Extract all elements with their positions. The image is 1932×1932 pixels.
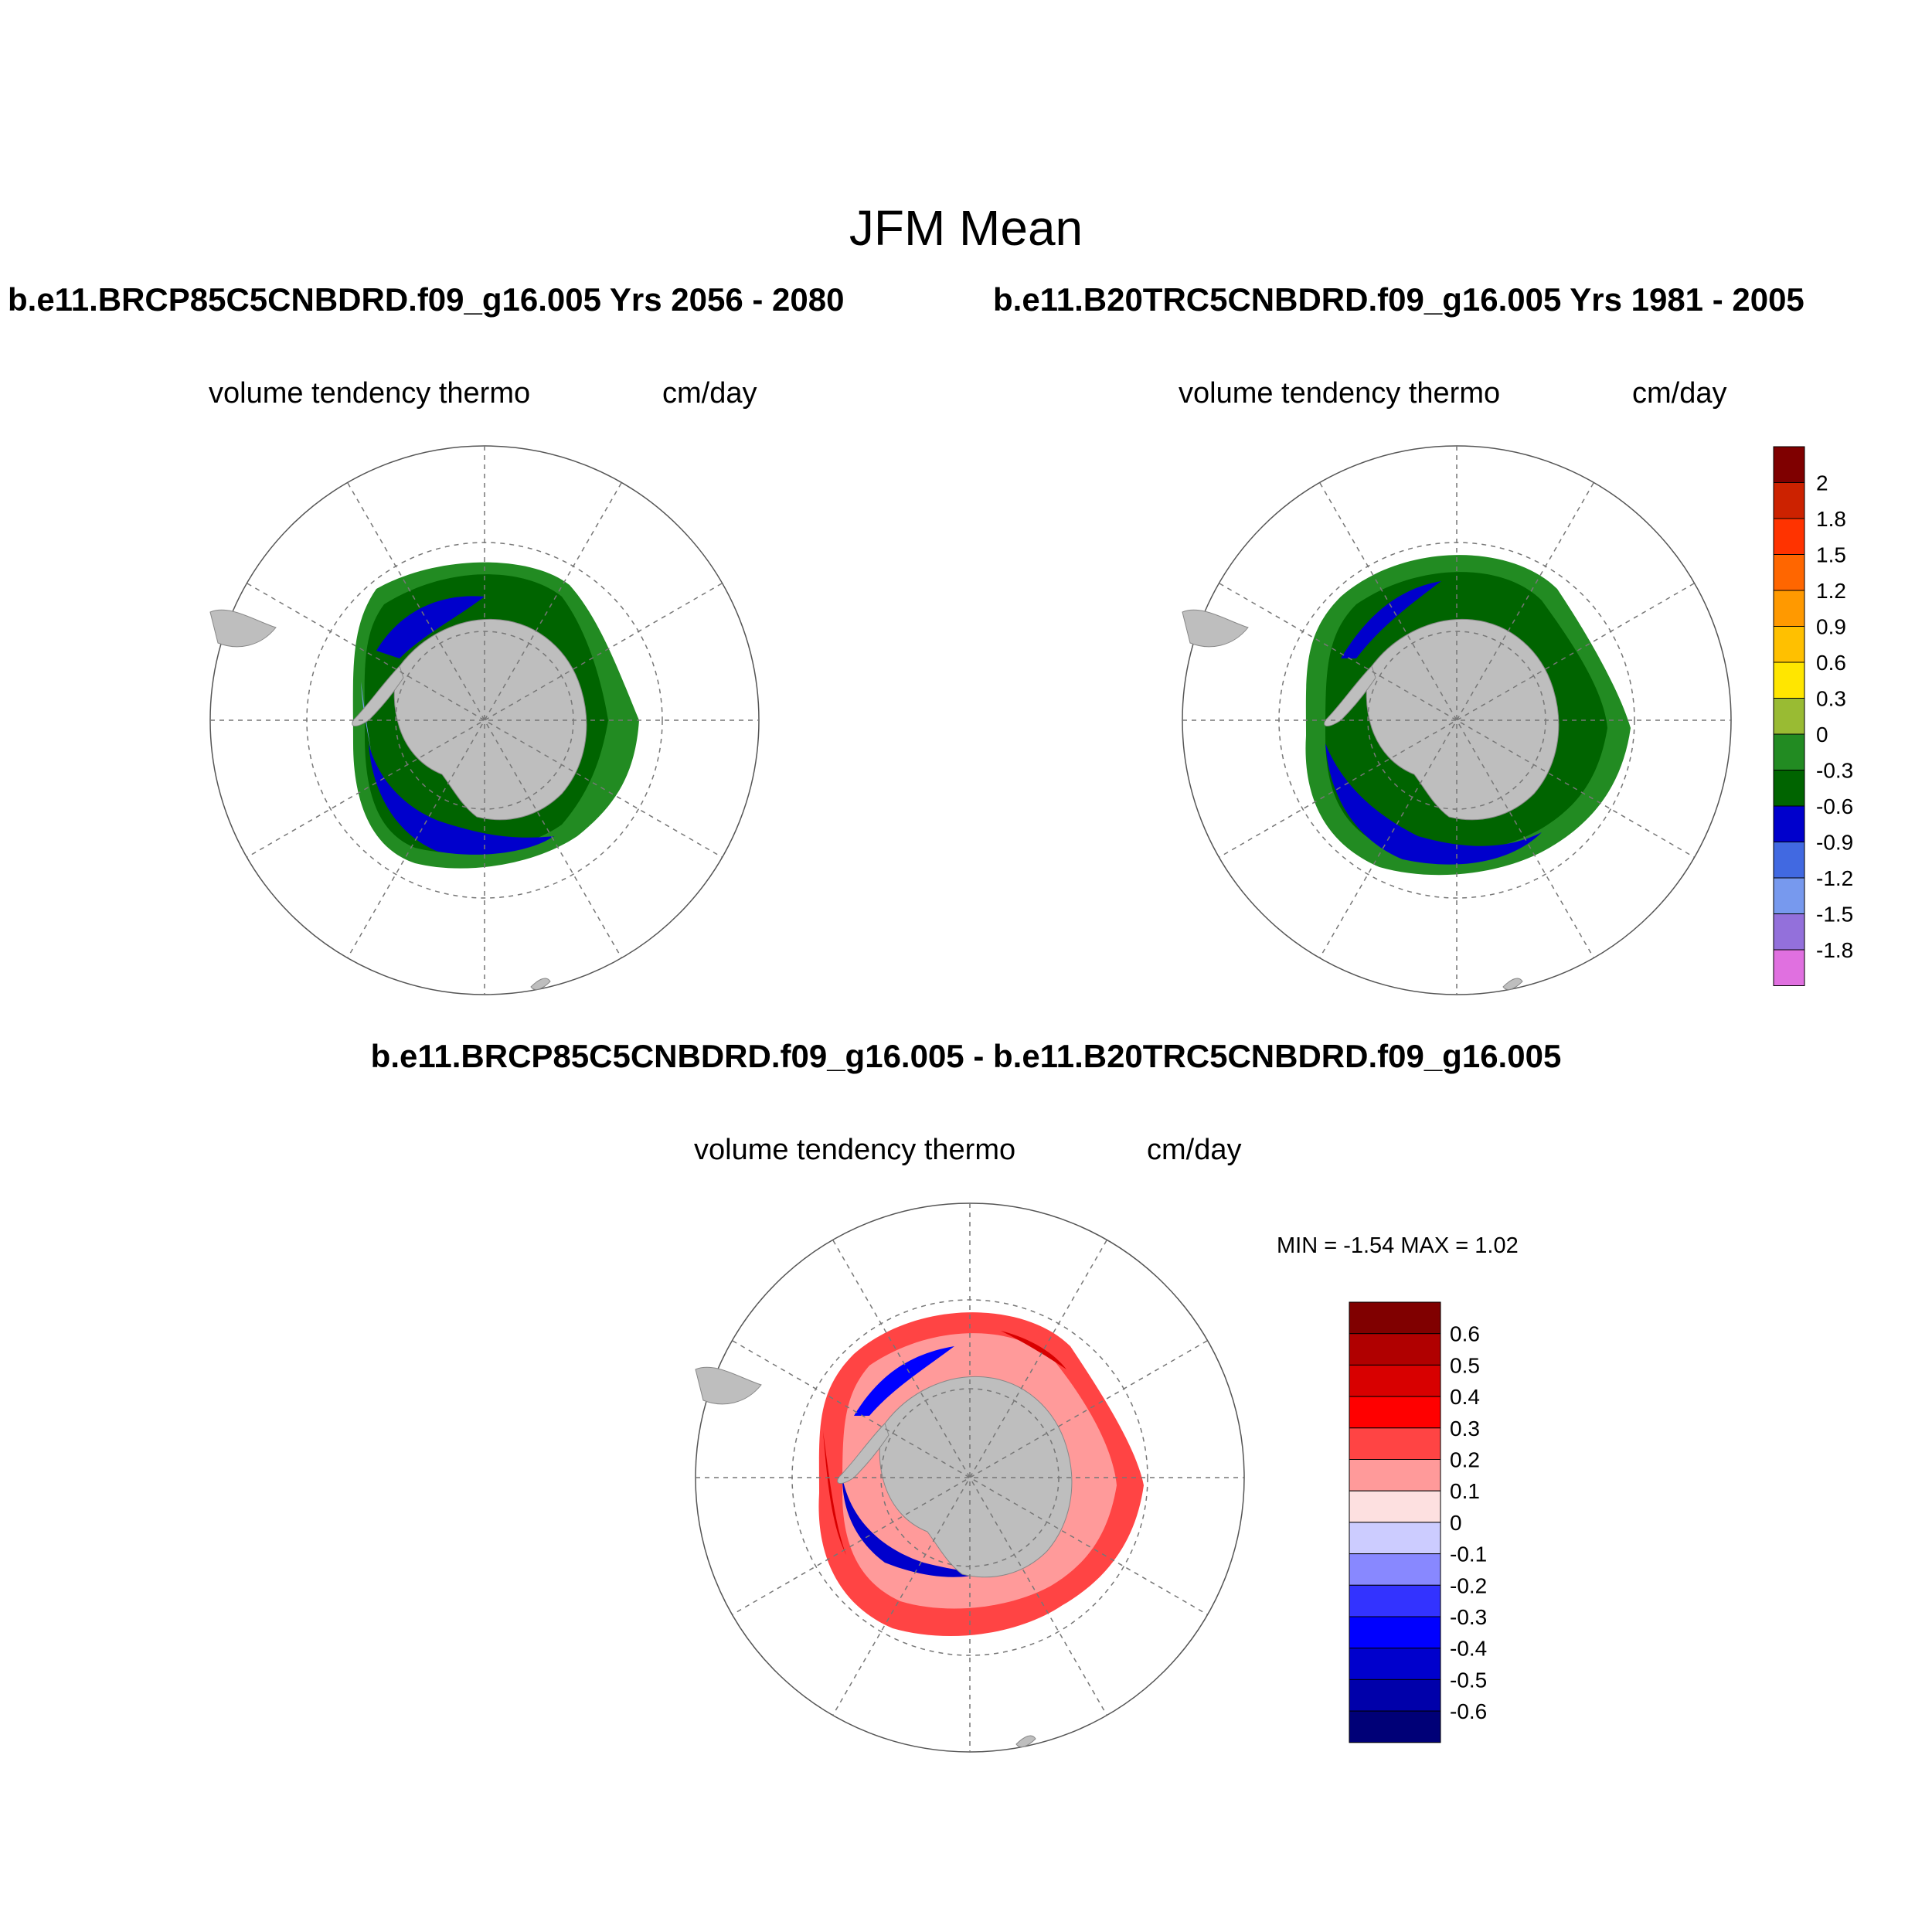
main-colorbar: 2 1.8 1.5 1.2 0.9 0.6 0.3 0 -0.3 -0.6 -0.9 -1.2 -1.5… — [1773, 446, 1853, 986]
case-left-title: b.e11.BRCP85C5CNBDRD.f09_g16.005 Yrs 205… — [8, 281, 845, 318]
diff-colorbar-swatch — [1349, 1301, 1441, 1335]
right-variable-label: volume tendency thermo — [1179, 377, 1501, 410]
diff-colorbar-swatch — [1349, 1364, 1441, 1397]
main-colorbar-tick-label: -0.6 — [1816, 794, 1853, 818]
diff-colorbar-tick-label: 0.5 — [1450, 1353, 1480, 1377]
diff-colorbar-tick-label: -0.1 — [1450, 1543, 1487, 1566]
diff-colorbar-swatch — [1349, 1553, 1441, 1586]
diff-polar-map — [695, 1202, 1245, 1753]
diff-colorbar-tick-label: 0.3 — [1450, 1417, 1480, 1440]
right-new-zealand — [1502, 978, 1523, 990]
diff-colorbar-swatch — [1349, 1333, 1441, 1366]
main-colorbar-tick-label: 2 — [1816, 471, 1828, 495]
main-colorbar-tick-label: 1.8 — [1816, 507, 1846, 531]
right-field-blue-south — [1325, 743, 1542, 865]
diff-colorbar-tick-label: 0.6 — [1450, 1322, 1480, 1346]
diff-min-max-stats: MIN = -1.54 MAX = 1.02 — [1277, 1233, 1519, 1258]
diff-colorbar-swatch — [1349, 1459, 1441, 1492]
main-colorbar-tick-label: 0 — [1816, 723, 1828, 747]
main-colorbar-tick-label: -1.5 — [1816, 903, 1853, 927]
left-variable-label: volume tendency thermo — [209, 377, 531, 410]
diff-variable-label: volume tendency thermo — [694, 1134, 1016, 1166]
diff-colorbar-tick-label: -0.6 — [1450, 1699, 1487, 1723]
diff-new-zealand — [1015, 1735, 1036, 1747]
right-polar-map — [1182, 445, 1732, 995]
left-peninsula — [352, 665, 404, 726]
case-right-title: b.e11.B20TRC5CNBDRD.f09_g16.005 Yrs 1981… — [993, 281, 1804, 318]
right-antarctica-land — [1366, 618, 1560, 821]
main-colorbar-tick-label: -1.8 — [1816, 938, 1853, 962]
figure-title: JFM Mean — [849, 200, 1083, 256]
diff-colorbar-tick-label: -0.4 — [1450, 1637, 1487, 1661]
main-colorbar-tick-label: 1.5 — [1816, 543, 1846, 567]
diff-colorbar-swatch — [1349, 1584, 1441, 1617]
diff-antarctica-land — [879, 1376, 1073, 1578]
diff-colorbar-tick-label: 0 — [1450, 1511, 1462, 1535]
main-colorbar-swatch — [1773, 518, 1805, 555]
diff-field-blue-west — [842, 1478, 993, 1577]
case-diff-title: b.e11.BRCP85C5CNBDRD.f09_g16.005 - b.e11… — [370, 1038, 1562, 1074]
main-colorbar-swatch — [1773, 446, 1805, 483]
main-colorbar-swatch — [1773, 733, 1805, 770]
main-colorbar-tick-label: 0.6 — [1816, 651, 1846, 675]
main-colorbar-tick-label: 0.3 — [1816, 687, 1846, 711]
main-colorbar-swatch — [1773, 805, 1805, 842]
main-colorbar-tick-label: -1.2 — [1816, 866, 1853, 890]
left-field-blue-north — [376, 596, 485, 658]
left-polar-map — [209, 445, 760, 995]
main-colorbar-tick-label: 1.2 — [1816, 579, 1846, 603]
diff-colorbar-swatch — [1349, 1490, 1441, 1523]
main-colorbar-swatch — [1773, 877, 1805, 914]
main-colorbar-swatch — [1773, 698, 1805, 735]
diff-colorbar-swatch — [1349, 1679, 1441, 1712]
diff-colorbar-tick-label: 0.4 — [1450, 1385, 1480, 1409]
diff-colorbar-tick-label: -0.5 — [1450, 1668, 1487, 1692]
diff-colorbar-tick-label: 0.2 — [1450, 1448, 1480, 1472]
right-field-blue-north — [1341, 581, 1441, 658]
diff-colorbar-tick-label: 0.1 — [1450, 1479, 1480, 1503]
main-colorbar-swatch — [1773, 554, 1805, 591]
diff-units-label: cm/day — [1147, 1134, 1242, 1166]
diff-colorbar-swatch — [1349, 1522, 1441, 1555]
right-south-america — [1182, 609, 1249, 648]
diff-south-america — [695, 1366, 762, 1405]
left-units-label: cm/day — [662, 377, 757, 410]
left-new-zealand — [530, 978, 551, 990]
main-colorbar-swatch — [1773, 770, 1805, 807]
diff-colorbar: 0.6 0.5 0.4 0.3 0.2 0.1 0 -0.1 -0.2 -0.3 -0.4 -0.5 -… — [1349, 1301, 1487, 1743]
diff-peninsula — [837, 1423, 889, 1484]
diff-colorbar-swatch — [1349, 1710, 1441, 1743]
right-units-label: cm/day — [1632, 377, 1727, 410]
main-colorbar-tick-label: -0.9 — [1816, 831, 1853, 855]
diff-colorbar-tick-label: -0.2 — [1450, 1573, 1487, 1597]
main-colorbar-swatch — [1773, 949, 1805, 986]
diff-colorbar-swatch — [1349, 1648, 1441, 1680]
main-colorbar-swatch — [1773, 590, 1805, 627]
main-colorbar-tick-label: -0.3 — [1816, 759, 1853, 783]
right-peninsula — [1324, 665, 1376, 726]
main-colorbar-swatch — [1773, 842, 1805, 879]
main-colorbar-swatch — [1773, 626, 1805, 663]
diff-colorbar-swatch — [1349, 1616, 1441, 1649]
left-antarctica-land — [393, 618, 587, 821]
diff-field-blue-north — [854, 1346, 954, 1416]
main-colorbar-swatch — [1773, 662, 1805, 699]
main-colorbar-swatch — [1773, 913, 1805, 951]
main-colorbar-tick-label: 0.9 — [1816, 615, 1846, 639]
diff-colorbar-tick-label: -0.3 — [1450, 1605, 1487, 1629]
left-field-blue-west — [369, 743, 554, 855]
diff-colorbar-swatch — [1349, 1396, 1441, 1429]
main-colorbar-swatch — [1773, 482, 1805, 519]
diff-colorbar-swatch — [1349, 1427, 1441, 1461]
left-south-america — [209, 609, 277, 648]
